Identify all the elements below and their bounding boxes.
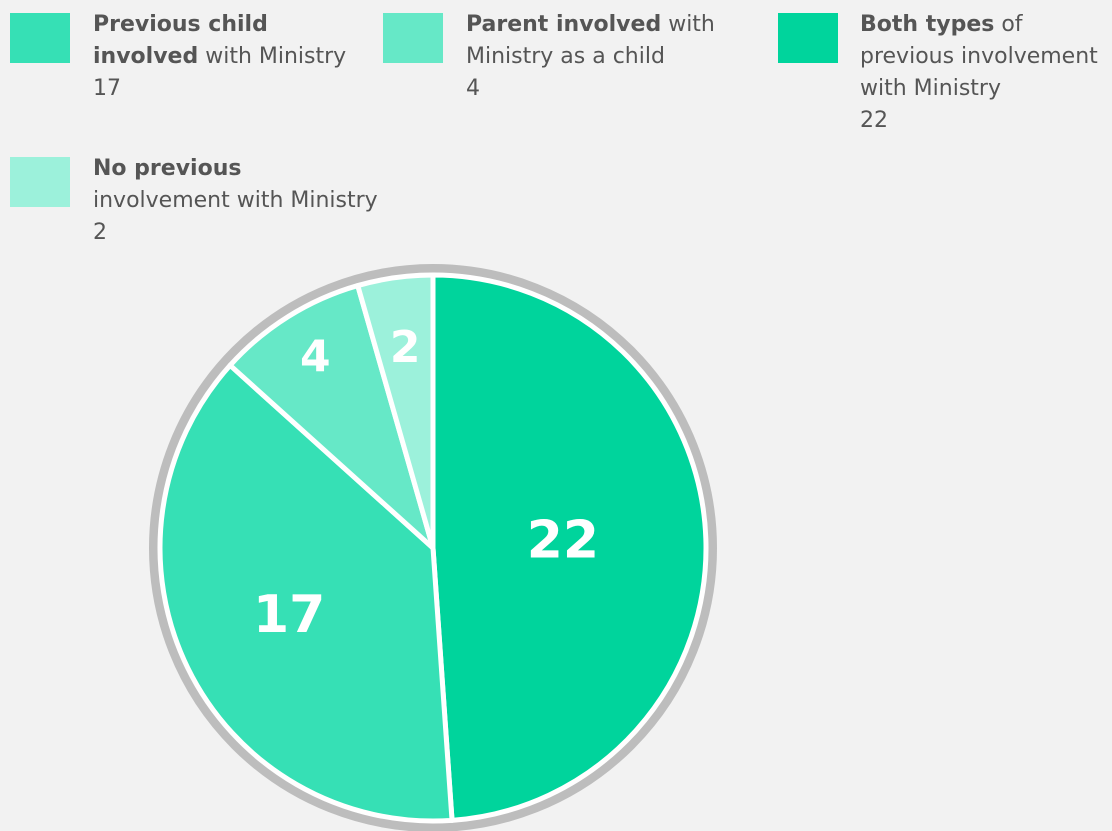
legend-text-rest: of previous involvement with Ministry (860, 12, 1098, 101)
legend-text: Parent involved with Ministry as a child… (466, 9, 741, 105)
legend-text: Previous child involved with Ministry 17 (93, 9, 368, 105)
pie-slice (355, 272, 436, 551)
slice-label: 22 (527, 510, 599, 570)
slice-label: 2 (390, 322, 421, 373)
legend-bold: No previous (93, 156, 242, 181)
legend-bold: Both types (860, 12, 995, 37)
legend-value: 22 (860, 108, 888, 133)
legend-swatch (383, 13, 443, 63)
legend-value: 17 (93, 76, 121, 101)
pie-slice (430, 272, 709, 823)
legend-text-rest: with Ministry as a child (466, 12, 715, 69)
legend-swatch (10, 157, 70, 207)
pie-ring (149, 264, 717, 831)
legend-bold: Previous child involved (93, 12, 268, 69)
legend-value: 2 (93, 220, 107, 245)
pie-slice (157, 362, 455, 824)
legend-bold: Parent involved (466, 12, 662, 37)
legend-text-rest: involvement with Ministry (93, 188, 378, 213)
slice-label: 4 (300, 332, 331, 383)
legend-text-rest: with Ministry (205, 44, 347, 69)
legend-text: Both types of previous involvement with … (860, 9, 1112, 137)
legend-value: 4 (466, 76, 480, 101)
slice-label: 17 (253, 585, 325, 645)
legend-swatch (778, 13, 838, 63)
legend-swatch (10, 13, 70, 63)
pie-slice (227, 283, 436, 551)
legend-text: No previous involvement with Ministry 2 (93, 153, 393, 249)
